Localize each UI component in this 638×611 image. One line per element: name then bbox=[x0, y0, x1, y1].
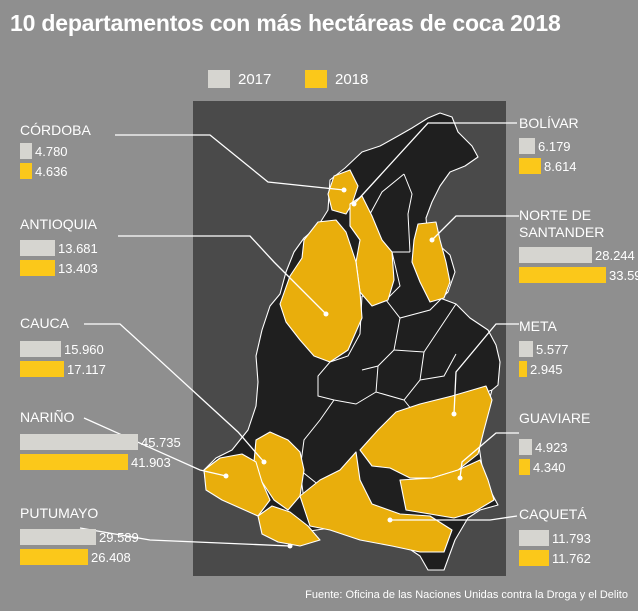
bar-norte-de-santander-2017 bbox=[519, 247, 592, 263]
bar-row-meta-2018: 2.945 bbox=[519, 361, 563, 377]
dept-label-cordoba: CÓRDOBA bbox=[20, 122, 91, 138]
bar-row-narino-2018: 41.903 bbox=[20, 454, 171, 470]
map-dept-guaviare bbox=[399, 459, 495, 519]
value-label-putumayo-2017: 29.589 bbox=[99, 529, 139, 545]
chart-title: 10 departamentos con más hectáreas de co… bbox=[10, 10, 561, 36]
legend-swatch-2017 bbox=[208, 70, 230, 88]
map-dept-narino bbox=[203, 453, 271, 517]
bar-row-bolivar-2018: 8.614 bbox=[519, 158, 577, 174]
bar-antioquia-2017 bbox=[20, 240, 55, 256]
bar-cauca-2018 bbox=[20, 361, 64, 377]
value-label-norte-de-santander-2018: 33.598 bbox=[609, 267, 638, 283]
leader-line-antioquia bbox=[118, 235, 327, 315]
value-label-antioquia-2018: 13.403 bbox=[58, 260, 98, 276]
bar-row-norte-de-santander-2018: 33.598 bbox=[519, 267, 638, 283]
bar-row-guaviare-2018: 4.340 bbox=[519, 459, 566, 475]
dept-label-narino: NARIÑO bbox=[20, 409, 75, 425]
bar-meta-2017 bbox=[519, 341, 533, 357]
bar-cordoba-2018 bbox=[20, 163, 32, 179]
legend-label-2017: 2017 bbox=[238, 70, 272, 88]
dept-label-putumayo: PUTUMAYO bbox=[20, 505, 99, 521]
dept-label-meta: META bbox=[519, 318, 557, 334]
legend-label-2018: 2018 bbox=[335, 70, 369, 88]
bar-row-cauca-2018: 17.117 bbox=[20, 361, 106, 377]
bar-putumayo-2018 bbox=[20, 549, 88, 565]
bar-row-putumayo-2017: 29.589 bbox=[20, 529, 139, 545]
bar-row-narino-2017: 45.735 bbox=[20, 434, 181, 450]
bar-guaviare-2018 bbox=[519, 459, 530, 475]
value-label-cauca-2018: 17.117 bbox=[67, 361, 106, 377]
bar-row-guaviare-2017: 4.923 bbox=[519, 439, 568, 455]
bar-meta-2018 bbox=[519, 361, 527, 377]
leader-line-cordoba bbox=[115, 134, 345, 191]
bar-row-cordoba-2018: 4.636 bbox=[20, 163, 68, 179]
bar-narino-2017 bbox=[20, 434, 138, 450]
value-label-guaviare-2018: 4.340 bbox=[533, 459, 566, 475]
leader-line-bolivar bbox=[353, 122, 517, 205]
leader-line-guaviare bbox=[459, 432, 519, 479]
map-dept-bolivar bbox=[349, 195, 395, 307]
bar-cordoba-2017 bbox=[20, 143, 32, 159]
leader-line-putumayo bbox=[79, 527, 291, 547]
value-label-bolivar-2017: 6.179 bbox=[538, 138, 571, 154]
value-label-cordoba-2018: 4.636 bbox=[35, 163, 68, 179]
value-label-bolivar-2018: 8.614 bbox=[544, 158, 577, 174]
value-label-meta-2018: 2.945 bbox=[530, 361, 563, 377]
value-label-cauca-2017: 15.960 bbox=[64, 341, 104, 357]
map-highlighted-departments bbox=[203, 169, 495, 553]
bar-row-bolivar-2017: 6.179 bbox=[519, 138, 571, 154]
value-label-caqueta-2018: 11.762 bbox=[552, 550, 591, 566]
bar-antioquia-2018 bbox=[20, 260, 55, 276]
source-note: Fuente: Oficina de las Naciones Unidas c… bbox=[305, 589, 628, 601]
map-dept-putumayo bbox=[257, 505, 321, 547]
bar-caqueta-2017 bbox=[519, 530, 549, 546]
bar-row-meta-2017: 5.577 bbox=[519, 341, 569, 357]
bar-cauca-2017 bbox=[20, 341, 61, 357]
value-label-narino-2017: 45.735 bbox=[141, 434, 181, 450]
bar-norte-de-santander-2018 bbox=[519, 267, 606, 283]
bar-guaviare-2017 bbox=[519, 439, 532, 455]
bar-row-antioquia-2018: 13.403 bbox=[20, 260, 98, 276]
bar-bolivar-2017 bbox=[519, 138, 535, 154]
bar-narino-2018 bbox=[20, 454, 128, 470]
leader-line-meta bbox=[453, 323, 519, 415]
bar-row-cauca-2017: 15.960 bbox=[20, 341, 104, 357]
dept-label-guaviare: GUAVIARE bbox=[519, 410, 591, 426]
map-dept-antioquia bbox=[279, 219, 363, 363]
value-label-narino-2018: 41.903 bbox=[131, 454, 171, 470]
bar-bolivar-2018 bbox=[519, 158, 541, 174]
bar-putumayo-2017 bbox=[20, 529, 96, 545]
map-dept-caqueta bbox=[299, 451, 453, 553]
value-label-putumayo-2018: 26.408 bbox=[91, 549, 131, 565]
legend-item-2018: 2018 bbox=[305, 68, 368, 90]
legend-swatch-2018 bbox=[305, 70, 327, 88]
value-label-meta-2017: 5.577 bbox=[536, 341, 569, 357]
dept-label-antioquia: ANTIOQUIA bbox=[20, 216, 98, 232]
dept-label-caqueta: CAQUETÁ bbox=[519, 506, 587, 522]
value-label-cordoba-2017: 4.780 bbox=[35, 143, 68, 159]
leader-line-norte-santander bbox=[431, 215, 519, 241]
dept-label-cauca: CAUCA bbox=[20, 315, 70, 331]
leader-line-caqueta bbox=[390, 515, 518, 521]
value-label-guaviare-2017: 4.923 bbox=[535, 439, 568, 455]
bar-caqueta-2018 bbox=[519, 550, 549, 566]
bar-row-caqueta-2017: 11.793 bbox=[519, 530, 591, 546]
value-label-norte-de-santander-2017: 28.244 bbox=[595, 247, 635, 263]
leader-dots bbox=[223, 187, 463, 549]
leader-lines bbox=[79, 122, 519, 547]
value-label-caqueta-2017: 11.793 bbox=[552, 530, 591, 546]
value-label-antioquia-2017: 13.681 bbox=[58, 240, 98, 256]
dept-label-bolivar: BOLÍVAR bbox=[519, 115, 579, 131]
legend-item-2017: 2017 bbox=[208, 68, 271, 90]
leader-line-cauca bbox=[84, 323, 265, 463]
bar-row-caqueta-2018: 11.762 bbox=[519, 550, 591, 566]
bar-row-putumayo-2018: 26.408 bbox=[20, 549, 131, 565]
map-dept-meta bbox=[359, 385, 493, 479]
bar-row-antioquia-2017: 13.681 bbox=[20, 240, 98, 256]
dept-label-norte-de-santander: NORTE DE SANTANDER bbox=[519, 207, 605, 240]
bar-row-norte-de-santander-2017: 28.244 bbox=[519, 247, 635, 263]
bar-row-cordoba-2017: 4.780 bbox=[20, 143, 68, 159]
